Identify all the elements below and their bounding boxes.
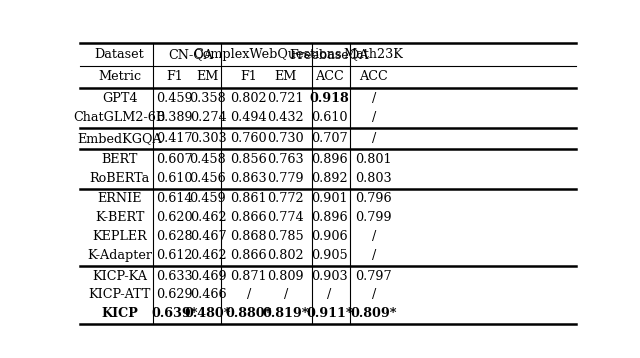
Text: 0.707: 0.707 (311, 132, 348, 145)
Text: 0.459: 0.459 (189, 193, 227, 205)
Text: /: / (328, 289, 332, 301)
Text: Math23K: Math23K (344, 48, 404, 61)
Text: 0.779: 0.779 (268, 171, 304, 184)
Text: /: / (371, 92, 376, 105)
Text: KICP-ATT: KICP-ATT (88, 289, 151, 301)
Text: 0.760: 0.760 (230, 132, 267, 145)
Text: 0.905: 0.905 (311, 249, 348, 262)
Text: 0.809: 0.809 (268, 270, 304, 283)
Text: 0.610: 0.610 (311, 111, 348, 124)
Text: 0.918: 0.918 (310, 92, 349, 105)
Text: /: / (371, 249, 376, 262)
Text: 0.802: 0.802 (230, 92, 267, 105)
Text: CN-QA: CN-QA (168, 48, 214, 61)
Text: 0.469: 0.469 (189, 270, 227, 283)
Text: 0.607: 0.607 (156, 153, 193, 166)
Text: 0.721: 0.721 (268, 92, 304, 105)
Text: GPT4: GPT4 (102, 92, 138, 105)
Text: 0.801: 0.801 (355, 153, 392, 166)
Text: 0.462: 0.462 (189, 249, 227, 262)
Text: BERT: BERT (102, 153, 138, 166)
Text: EmbedKGQA: EmbedKGQA (77, 132, 162, 145)
Text: 0.809*: 0.809* (350, 307, 397, 320)
Text: 0.620: 0.620 (156, 211, 193, 224)
Text: ERNIE: ERNIE (97, 193, 142, 205)
Text: 0.901: 0.901 (311, 193, 348, 205)
Text: 0.462: 0.462 (189, 211, 227, 224)
Text: 0.417: 0.417 (156, 132, 193, 145)
Text: 0.610: 0.610 (156, 171, 193, 184)
Text: ChatGLM2-6B: ChatGLM2-6B (74, 111, 166, 124)
Text: 0.772: 0.772 (268, 193, 304, 205)
Text: 0.856: 0.856 (230, 153, 267, 166)
Text: 0.903: 0.903 (311, 270, 348, 283)
Text: 0.819*: 0.819* (262, 307, 309, 320)
Text: Dataset: Dataset (95, 48, 145, 61)
Text: /: / (371, 230, 376, 243)
Text: 0.892: 0.892 (311, 171, 348, 184)
Text: 0.911*: 0.911* (306, 307, 353, 320)
Text: 0.628: 0.628 (156, 230, 193, 243)
Text: 0.459: 0.459 (156, 92, 193, 105)
Text: 0.861: 0.861 (230, 193, 267, 205)
Text: 0.871: 0.871 (230, 270, 267, 283)
Text: 0.774: 0.774 (268, 211, 304, 224)
Text: RoBERTa: RoBERTa (90, 171, 150, 184)
Text: EM: EM (275, 71, 297, 83)
Text: 0.866: 0.866 (230, 211, 267, 224)
Text: 0.456: 0.456 (189, 171, 227, 184)
Text: 0.906: 0.906 (311, 230, 348, 243)
Text: /: / (371, 111, 376, 124)
Text: 0.612: 0.612 (156, 249, 193, 262)
Text: 0.896: 0.896 (311, 211, 348, 224)
Text: 0.274: 0.274 (189, 111, 227, 124)
Text: 0.763: 0.763 (268, 153, 304, 166)
Text: /: / (284, 289, 288, 301)
Text: ComplexWebQuestions: ComplexWebQuestions (193, 48, 342, 61)
Text: 0.785: 0.785 (268, 230, 304, 243)
Text: KICP-KA: KICP-KA (92, 270, 147, 283)
Text: 0.358: 0.358 (189, 92, 227, 105)
Text: F1: F1 (240, 71, 257, 83)
Text: 0.614: 0.614 (156, 193, 193, 205)
Text: F1: F1 (166, 71, 182, 83)
Text: 0.458: 0.458 (189, 153, 227, 166)
Text: 0.866: 0.866 (230, 249, 267, 262)
Text: 0.799: 0.799 (355, 211, 392, 224)
Text: 0.633: 0.633 (156, 270, 193, 283)
Text: 0.466: 0.466 (189, 289, 227, 301)
Text: Metric: Metric (98, 71, 141, 83)
Text: 0.802: 0.802 (268, 249, 304, 262)
Text: ACC: ACC (359, 71, 388, 83)
Text: KEPLER: KEPLER (92, 230, 147, 243)
Text: KICP: KICP (101, 307, 138, 320)
Text: 0.796: 0.796 (355, 193, 392, 205)
Text: 0.467: 0.467 (189, 230, 227, 243)
Text: 0.880*: 0.880* (225, 307, 272, 320)
Text: 0.730: 0.730 (268, 132, 304, 145)
Text: 0.863: 0.863 (230, 171, 267, 184)
Text: 0.303: 0.303 (189, 132, 227, 145)
Text: 0.389: 0.389 (156, 111, 193, 124)
Text: ACC: ACC (315, 71, 344, 83)
Text: 0.629: 0.629 (156, 289, 193, 301)
Text: FreebaseQA: FreebaseQA (290, 48, 369, 61)
Text: 0.803: 0.803 (355, 171, 392, 184)
Text: K-Adapter: K-Adapter (87, 249, 152, 262)
Text: EM: EM (196, 71, 219, 83)
Text: /: / (371, 289, 376, 301)
Text: 0.480*: 0.480* (185, 307, 231, 320)
Text: K-BERT: K-BERT (95, 211, 145, 224)
Text: 0.639*: 0.639* (151, 307, 198, 320)
Text: 0.797: 0.797 (355, 270, 392, 283)
Text: 0.432: 0.432 (268, 111, 304, 124)
Text: 0.896: 0.896 (311, 153, 348, 166)
Text: /: / (246, 289, 251, 301)
Text: /: / (371, 132, 376, 145)
Text: 0.494: 0.494 (230, 111, 267, 124)
Text: 0.868: 0.868 (230, 230, 267, 243)
